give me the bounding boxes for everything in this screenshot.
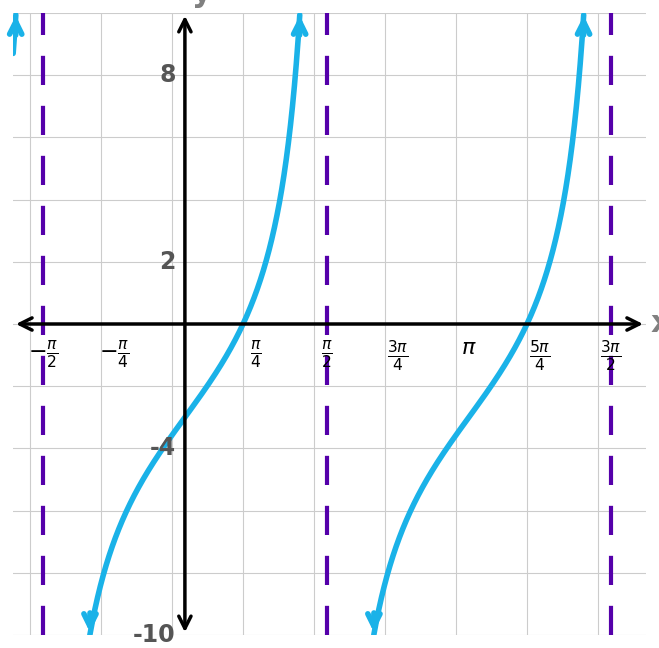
- Text: $-\frac{\pi}{4}$: $-\frac{\pi}{4}$: [99, 338, 129, 370]
- Text: 8: 8: [159, 63, 176, 87]
- Text: $\frac{3\pi}{2}$: $\frac{3\pi}{2}$: [600, 338, 621, 373]
- Text: 2: 2: [159, 249, 176, 274]
- Text: $\frac{3\pi}{4}$: $\frac{3\pi}{4}$: [387, 338, 409, 373]
- Text: y: y: [192, 0, 212, 8]
- Text: $\pi$: $\pi$: [461, 338, 476, 358]
- Text: x: x: [650, 310, 659, 338]
- Text: $-\frac{\pi}{2}$: $-\frac{\pi}{2}$: [28, 338, 58, 370]
- Text: $\frac{\pi}{4}$: $\frac{\pi}{4}$: [250, 338, 262, 370]
- Text: -10: -10: [133, 623, 176, 647]
- Text: $\frac{5\pi}{4}$: $\frac{5\pi}{4}$: [529, 338, 550, 373]
- Text: -4: -4: [150, 436, 176, 461]
- Text: $\frac{\pi}{2}$: $\frac{\pi}{2}$: [321, 338, 333, 370]
